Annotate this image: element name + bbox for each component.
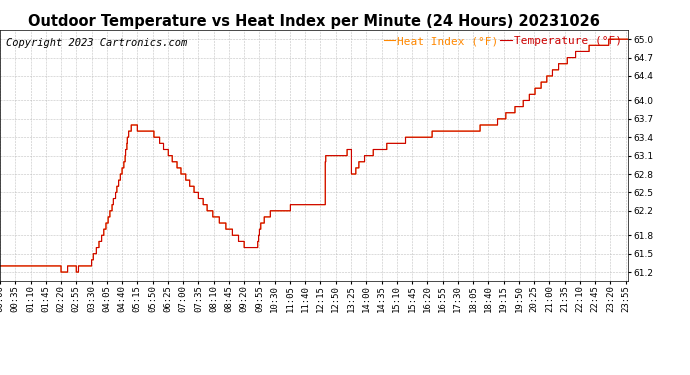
Heat Index (°F) <box>206 209 215 213</box>
Heat Index (°F) <box>121 159 129 164</box>
Heat Index (°F) <box>0 264 4 268</box>
Heat Index (°F) <box>136 129 144 134</box>
Heat Index (°F) <box>412 135 420 140</box>
Heat Index (°F) <box>623 37 631 42</box>
Heat Index (°F) <box>57 270 65 274</box>
Temperature (°F) <box>604 37 613 42</box>
Temperature (°F) <box>206 209 215 213</box>
Temperature (°F) <box>136 129 144 134</box>
Heat Index (°F) <box>549 68 558 72</box>
Temperature (°F) <box>0 264 4 268</box>
Heat Index (°F) <box>604 37 613 42</box>
Temperature (°F) <box>412 135 420 140</box>
Temperature (°F) <box>623 37 631 42</box>
Temperature (°F) <box>121 159 129 164</box>
Line: Temperature (°F): Temperature (°F) <box>0 39 627 272</box>
Legend: Heat Index (°F), Temperature (°F): Heat Index (°F), Temperature (°F) <box>380 32 627 51</box>
Text: Copyright 2023 Cartronics.com: Copyright 2023 Cartronics.com <box>6 38 188 48</box>
Temperature (°F) <box>494 117 502 121</box>
Temperature (°F) <box>549 68 558 72</box>
Heat Index (°F) <box>494 117 502 121</box>
Title: Outdoor Temperature vs Heat Index per Minute (24 Hours) 20231026: Outdoor Temperature vs Heat Index per Mi… <box>28 14 600 29</box>
Temperature (°F) <box>57 270 65 274</box>
Line: Heat Index (°F): Heat Index (°F) <box>0 39 627 272</box>
